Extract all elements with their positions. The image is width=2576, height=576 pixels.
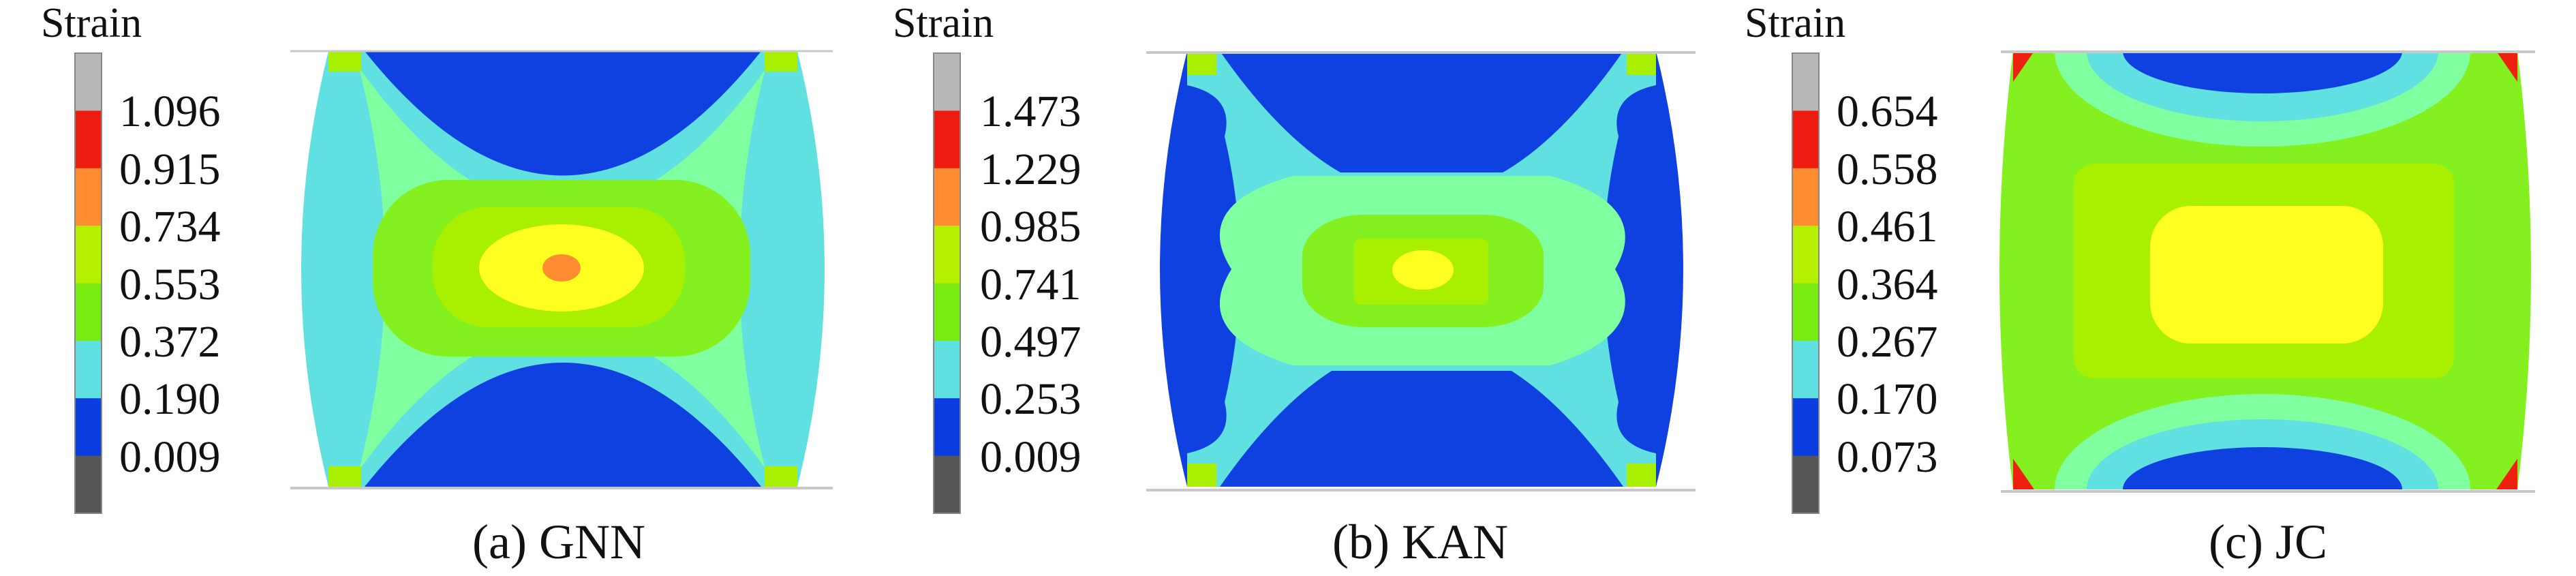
level-label: 0.009 bbox=[980, 432, 1082, 482]
colorbar-segment bbox=[934, 110, 960, 169]
colorbar-segment bbox=[1792, 168, 1819, 226]
region-blue-bottom bbox=[365, 363, 761, 487]
level-label: 0.654 bbox=[1837, 87, 1938, 136]
region-blue-bottom bbox=[2123, 447, 2402, 489]
panel-caption: (b) KAN bbox=[1332, 515, 1508, 569]
colorbar-segment bbox=[1792, 53, 1819, 111]
colorbar-segment bbox=[75, 340, 102, 399]
colorbar-segment bbox=[934, 53, 960, 111]
colorbar-labels: 0.654 0.558 0.461 0.364 0.267 0.170 0.07… bbox=[1837, 87, 1938, 482]
colorbar-segment bbox=[1792, 398, 1819, 457]
colorbar-segment bbox=[75, 110, 102, 169]
colorbar-segment bbox=[1792, 340, 1819, 399]
region-cyan-bottom bbox=[2087, 419, 2438, 489]
colorbar bbox=[933, 52, 961, 514]
region-blue-bottom bbox=[1220, 342, 1623, 487]
level-label: 1.096 bbox=[119, 87, 221, 136]
panel-caption: (a) GNN bbox=[472, 515, 645, 569]
colorbar bbox=[1792, 52, 1820, 514]
colorbar-segment bbox=[75, 226, 102, 284]
level-label: 0.558 bbox=[1837, 145, 1938, 194]
colorbar-border bbox=[74, 52, 102, 514]
colorbar-segment bbox=[1792, 110, 1819, 169]
colorbar-segment bbox=[75, 168, 102, 226]
colorbar-title: Strain bbox=[893, 0, 994, 46]
level-label: 0.734 bbox=[119, 202, 221, 252]
contour-plot bbox=[301, 51, 825, 487]
level-label: 0.190 bbox=[119, 374, 221, 424]
colorbar-segment bbox=[1792, 455, 1819, 514]
region-yellow bbox=[2150, 206, 2383, 344]
colorbar-segment bbox=[75, 398, 102, 457]
level-label: 0.741 bbox=[980, 260, 1082, 309]
contour-plot bbox=[1999, 51, 2531, 489]
colorbar-segment bbox=[934, 168, 960, 226]
colorbar-segment bbox=[934, 455, 960, 514]
panel-gnn: Strain 1.096 0.915 0.734 0.553 0.372 0.1… bbox=[41, 0, 833, 569]
level-label: 0.461 bbox=[1837, 202, 1938, 252]
level-label: 0.553 bbox=[119, 260, 221, 309]
region-blue-top bbox=[365, 51, 761, 176]
level-label: 0.267 bbox=[1837, 317, 1938, 367]
panel-jc: Strain 0.654 0.558 0.461 0.364 0.267 0.1… bbox=[1745, 0, 2535, 569]
colorbar-title: Strain bbox=[1745, 0, 1845, 46]
colorbar-segment bbox=[934, 283, 960, 342]
level-label: 0.372 bbox=[119, 317, 221, 367]
region-yellow bbox=[1392, 250, 1454, 290]
panel-kan: Strain 1.473 1.229 0.985 0.741 0.497 0.2… bbox=[893, 0, 1696, 569]
level-label: 0.009 bbox=[119, 432, 221, 482]
colorbar-segment bbox=[1792, 226, 1819, 284]
level-label: 1.229 bbox=[980, 145, 1082, 194]
region-orange bbox=[542, 254, 581, 282]
colorbar-segment bbox=[934, 340, 960, 399]
colorbar-labels: 1.096 0.915 0.734 0.553 0.372 0.190 0.00… bbox=[119, 87, 221, 482]
colorbar-labels: 1.473 1.229 0.985 0.741 0.497 0.253 0.00… bbox=[980, 87, 1082, 482]
region-blue-top bbox=[2123, 51, 2402, 93]
contour-plot bbox=[1160, 51, 1683, 487]
level-label: 0.497 bbox=[980, 317, 1082, 367]
level-label: 0.073 bbox=[1837, 432, 1938, 482]
level-label: 0.170 bbox=[1837, 374, 1938, 424]
panel-caption: (c) JC bbox=[2209, 515, 2327, 569]
level-label: 0.985 bbox=[980, 202, 1082, 252]
region-cyan-top bbox=[2087, 51, 2438, 121]
region-blue-top bbox=[1220, 51, 1623, 196]
colorbar-border bbox=[933, 52, 961, 514]
colorbar-segment bbox=[934, 226, 960, 284]
level-label: 0.253 bbox=[980, 374, 1082, 424]
colorbar-segment bbox=[75, 53, 102, 111]
level-label: 1.473 bbox=[980, 87, 1082, 136]
colorbar-segment bbox=[1792, 283, 1819, 342]
colorbar bbox=[74, 52, 102, 514]
colorbar-segment bbox=[934, 398, 960, 457]
level-label: 0.915 bbox=[119, 145, 221, 194]
colorbar-title: Strain bbox=[41, 0, 142, 46]
colorbar-segment bbox=[75, 283, 102, 342]
colorbar-border bbox=[1792, 52, 1820, 514]
level-label: 0.364 bbox=[1837, 260, 1938, 309]
colorbar-segment bbox=[75, 455, 102, 514]
